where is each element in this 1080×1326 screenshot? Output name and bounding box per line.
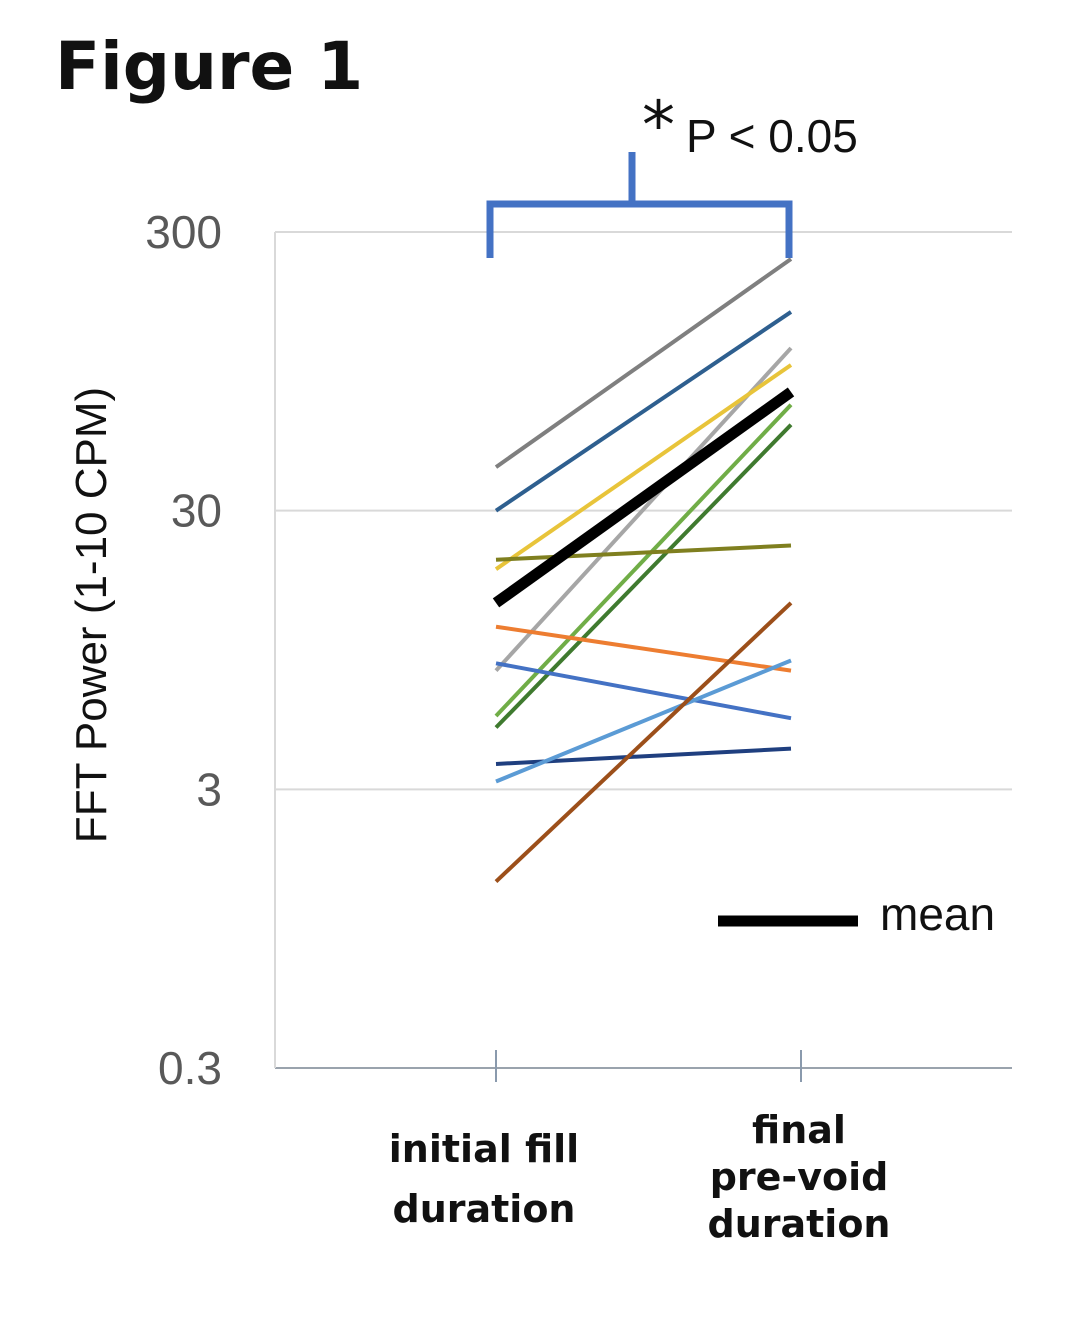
figure-title: Figure 1 [55,28,364,105]
series-line-3 [494,346,793,672]
series-line-8 [495,624,792,673]
y-tick-label: 30 [171,485,222,537]
significance-bracket [486,152,793,258]
x-tick-label: pre-void [710,1155,889,1199]
series-line-6 [494,423,793,729]
x-tick-label: duration [393,1187,576,1231]
significance-star: * [642,87,675,164]
series-line-mean [492,387,795,608]
y-axis-label: FFT Power (1-10 CPM) [67,387,116,843]
significance-annotation: * P < 0.05 [486,87,858,258]
y-tick-label: 3 [196,763,222,815]
y-tick-label: 0.3 [158,1042,222,1094]
series-line-2 [494,310,793,513]
series-line-9 [495,661,792,721]
legend: mean [718,888,995,940]
series-line-7 [495,543,792,562]
x-tick-label: initial fill [389,1127,579,1171]
series-line-11 [495,658,792,784]
x-tick-label: final [752,1108,846,1152]
series-line-12 [494,601,793,884]
series-line-1 [494,257,793,469]
y-tick-label: 300 [145,206,222,258]
x-tick-label: duration [708,1202,891,1246]
series-lines [492,257,795,884]
p-value-label: P < 0.05 [686,110,858,162]
x-axis: initial filldurationfinalpre-voidduratio… [389,1050,891,1246]
legend-mean-label: mean [880,888,995,940]
series-line-4 [494,363,793,571]
series-line-5 [494,403,793,718]
y-axis-ticks: 300 30 3 0.3 [145,206,222,1094]
